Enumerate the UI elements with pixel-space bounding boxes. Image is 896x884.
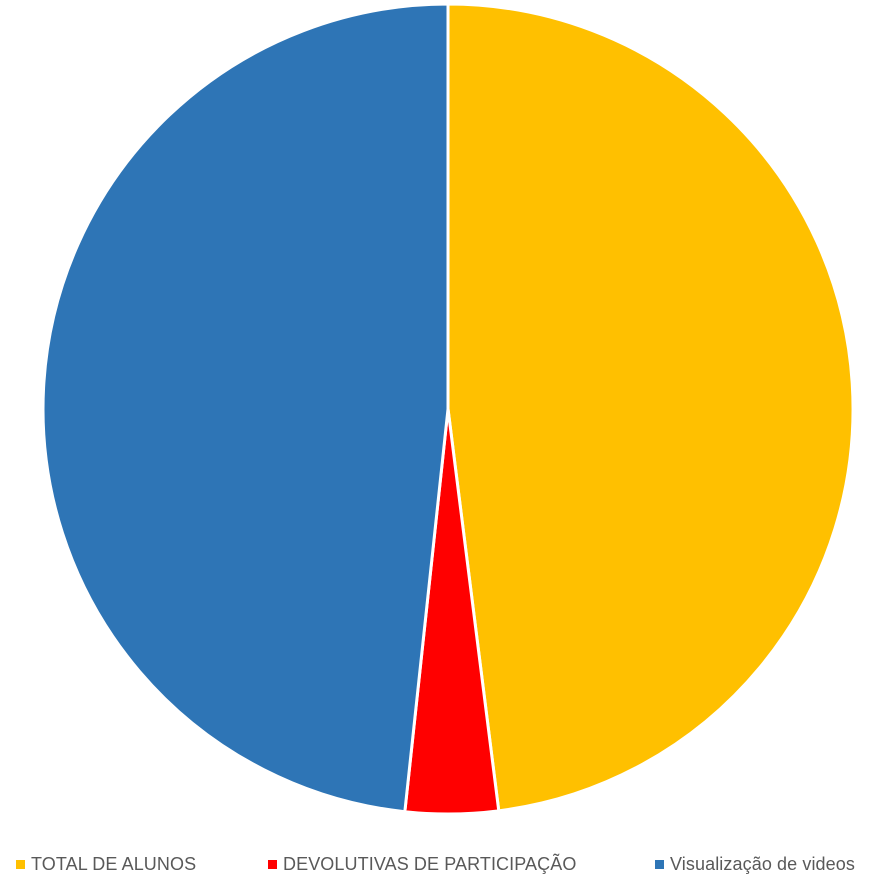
pie-slice-total-de-alunos (448, 4, 853, 811)
legend-label-devolutivas-de-participacao: DEVOLUTIVAS DE PARTICIPAÇÃO (283, 854, 576, 875)
legend-item-visualizacao-de-videos: Visualização de videos (655, 847, 855, 881)
legend-item-total-de-alunos: TOTAL DE ALUNOS (16, 847, 196, 881)
chart-legend: TOTAL DE ALUNOS DEVOLUTIVAS DE PARTICIPA… (0, 847, 896, 881)
pie-slice-visualizacao-de-videos (43, 4, 448, 812)
pie-plot-area (0, 0, 896, 840)
legend-swatch-visualizacao-de-videos (655, 860, 664, 869)
legend-label-visualizacao-de-videos: Visualização de videos (670, 854, 855, 875)
legend-swatch-devolutivas-de-participacao (268, 860, 277, 869)
legend-swatch-total-de-alunos (16, 860, 25, 869)
legend-item-devolutivas-de-participacao: DEVOLUTIVAS DE PARTICIPAÇÃO (268, 847, 576, 881)
legend-label-total-de-alunos: TOTAL DE ALUNOS (31, 854, 196, 875)
